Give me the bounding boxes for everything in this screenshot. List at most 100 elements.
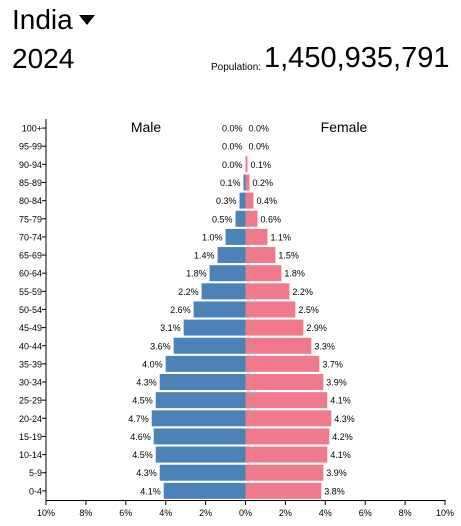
male-data-label: 0.0%	[222, 142, 243, 152]
female-data-label: 3.9%	[326, 468, 347, 478]
year-label: 2024	[12, 43, 75, 74]
female-bar	[245, 464, 324, 481]
y-tick-label: 60-64	[19, 269, 42, 279]
female-data-label: 4.2%	[332, 432, 353, 442]
y-tick-label: 35-39	[19, 359, 42, 369]
male-data-label: 0.0%	[222, 160, 243, 170]
x-tick-label: 10%	[436, 508, 454, 518]
female-bar	[245, 228, 268, 245]
female-bar	[245, 482, 322, 499]
y-tick-label: 45-49	[19, 323, 42, 333]
female-bar	[245, 374, 324, 391]
female-bar	[245, 392, 328, 409]
female-bar	[245, 428, 330, 445]
female-data-label: 0.6%	[260, 214, 281, 224]
male-data-label: 1.0%	[202, 232, 223, 242]
male-data-label: 4.0%	[142, 359, 163, 369]
x-tick-label: 4%	[159, 508, 172, 518]
female-data-label: 2.9%	[306, 323, 327, 333]
male-bar	[159, 464, 246, 481]
female-data-label: 2.5%	[298, 305, 319, 315]
male-bar	[153, 428, 246, 445]
female-title: Female	[321, 119, 368, 135]
caret-down-icon	[78, 14, 95, 25]
country-selector[interactable]: India	[12, 4, 95, 36]
male-data-label: 3.6%	[150, 341, 171, 351]
male-data-label: 3.1%	[160, 323, 181, 333]
y-tick-label: 95-99	[19, 142, 42, 152]
female-data-label: 3.9%	[326, 378, 347, 388]
female-bar	[245, 355, 320, 372]
male-data-label: 0.1%	[220, 178, 241, 188]
male-bar	[201, 283, 246, 300]
y-tick-label: 90-94	[19, 160, 42, 170]
female-data-label: 0.2%	[252, 178, 273, 188]
female-data-label: 3.8%	[324, 486, 345, 496]
x-tick-label: 8%	[399, 508, 412, 518]
male-bar	[239, 192, 246, 209]
female-bar	[245, 319, 304, 336]
female-data-label: 0.0%	[249, 142, 270, 152]
female-data-label: 0.4%	[256, 196, 277, 206]
country-name: India	[12, 4, 73, 35]
male-data-label: 4.3%	[136, 468, 157, 478]
female-data-label: 4.1%	[330, 450, 351, 460]
x-tick-label: 6%	[119, 508, 132, 518]
y-tick-label: 85-89	[19, 178, 42, 188]
male-bar	[159, 374, 246, 391]
x-tick-label: 4%	[319, 508, 332, 518]
female-bar	[245, 247, 276, 264]
male-bar	[163, 482, 246, 499]
population-value: 1,450,935,791	[264, 42, 450, 74]
male-bar	[235, 210, 246, 227]
female-bar	[245, 337, 312, 354]
male-data-label: 4.6%	[130, 432, 151, 442]
female-data-label: 1.1%	[270, 232, 291, 242]
male-bar	[193, 301, 246, 318]
y-tick-label: 75-79	[19, 214, 42, 224]
male-data-label: 0.3%	[216, 196, 237, 206]
female-data-label: 1.5%	[278, 251, 299, 261]
y-tick-label: 5-9	[29, 468, 42, 478]
male-bar	[165, 355, 246, 372]
y-tick-label: 0-4	[29, 486, 42, 496]
male-data-label: 0.5%	[212, 214, 233, 224]
y-tick-label: 15-19	[19, 432, 42, 442]
male-data-label: 0.0%	[222, 124, 243, 134]
male-data-label: 1.8%	[186, 269, 207, 279]
population-label: Population:	[211, 62, 262, 73]
y-tick-label: 50-54	[19, 305, 42, 315]
male-bar	[173, 337, 246, 354]
male-title: Male	[131, 119, 162, 135]
female-data-label: 4.1%	[330, 396, 351, 406]
male-data-label: 2.6%	[170, 305, 191, 315]
x-tick-label: 6%	[359, 508, 372, 518]
female-data-label: 3.7%	[322, 359, 343, 369]
female-data-label: 3.3%	[314, 341, 335, 351]
female-data-label: 4.3%	[334, 414, 355, 424]
female-data-label: 1.8%	[284, 269, 305, 279]
male-data-label: 4.1%	[140, 486, 161, 496]
female-bar	[245, 210, 258, 227]
male-bar	[217, 247, 246, 264]
y-tick-label: 65-69	[19, 251, 42, 261]
male-data-label: 4.5%	[132, 450, 153, 460]
male-bar	[155, 392, 246, 409]
y-tick-label: 20-24	[19, 414, 42, 424]
y-tick-label: 30-34	[19, 378, 42, 388]
female-bar	[245, 192, 254, 209]
female-bar	[245, 265, 282, 282]
x-tick-label: 8%	[79, 508, 92, 518]
male-bar	[243, 174, 246, 191]
female-bar	[245, 283, 290, 300]
female-bar	[245, 156, 248, 173]
x-tick-label: 10%	[37, 508, 55, 518]
female-bar	[245, 174, 250, 191]
male-data-label: 2.2%	[178, 287, 199, 297]
female-data-label: 0.0%	[249, 124, 270, 134]
male-bar	[209, 265, 246, 282]
y-tick-label: 70-74	[19, 232, 42, 242]
female-data-label: 2.2%	[292, 287, 313, 297]
female-bar	[245, 301, 296, 318]
